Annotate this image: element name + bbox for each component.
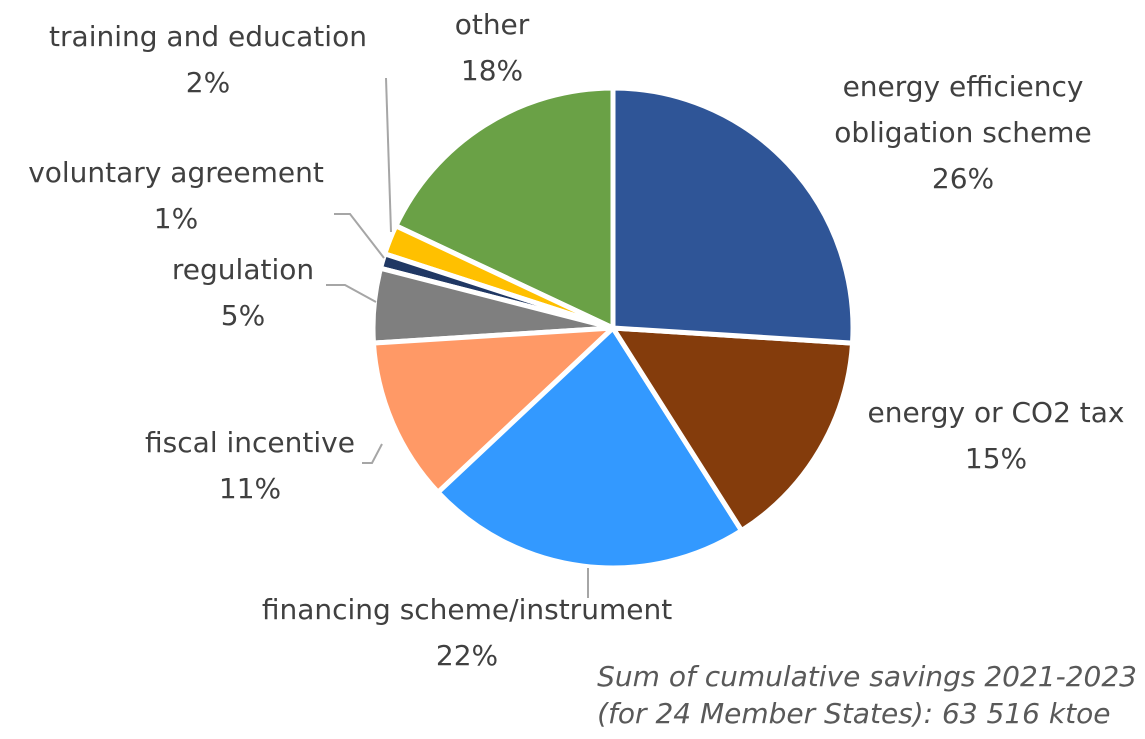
category-label: fiscal incentive bbox=[145, 426, 355, 459]
category-label: regulation bbox=[171, 253, 315, 286]
leader-line bbox=[385, 77, 392, 233]
leader-line bbox=[362, 443, 383, 464]
value-label: 1% bbox=[153, 202, 199, 235]
slice-label: training and education 2% bbox=[49, 14, 367, 106]
value-label: 26% bbox=[931, 162, 995, 195]
value-label: 11% bbox=[218, 472, 282, 505]
value-label: 5% bbox=[220, 299, 266, 332]
pie-slice bbox=[435, 325, 745, 571]
category-label: energy efficiency obligation scheme bbox=[834, 70, 1092, 149]
leader-lines bbox=[326, 77, 589, 598]
value-label: 22% bbox=[435, 639, 499, 672]
pie-slice bbox=[393, 85, 616, 331]
category-label: other bbox=[454, 8, 530, 41]
slice-label: fiscal incentive 11% bbox=[145, 420, 355, 512]
value-label: 15% bbox=[964, 442, 1028, 475]
category-label: financing scheme/instrument bbox=[261, 593, 673, 626]
annotation: Sum of cumulative savings 2021-2023 (for… bbox=[597, 660, 1137, 730]
slice-label: voluntary agreement 1% bbox=[28, 150, 324, 242]
annotation-line: Sum of cumulative savings 2021-2023 bbox=[597, 660, 1137, 693]
pie-slice bbox=[370, 325, 616, 495]
category-label: energy or CO2 tax bbox=[867, 396, 1125, 429]
value-label: 2% bbox=[185, 66, 231, 99]
slice-label: energy or CO2 tax 15% bbox=[867, 390, 1124, 482]
pie-slice bbox=[610, 325, 856, 534]
leader-line bbox=[326, 284, 377, 303]
annotation-line: (for 24 Member States): 63 516 ktoe bbox=[597, 697, 1111, 730]
category-label: voluntary agreement bbox=[28, 156, 324, 189]
slice-label: financing scheme/instrument 22% bbox=[262, 587, 672, 679]
pie-slice bbox=[610, 85, 856, 346]
slice-label: energy efficiency obligation scheme 26% bbox=[813, 64, 1113, 202]
slice-label: regulation 5% bbox=[172, 247, 314, 339]
value-label: 18% bbox=[460, 54, 524, 87]
leader-line bbox=[334, 213, 385, 259]
category-label: training and education bbox=[49, 20, 367, 53]
slice-label: other 18% bbox=[455, 2, 530, 94]
